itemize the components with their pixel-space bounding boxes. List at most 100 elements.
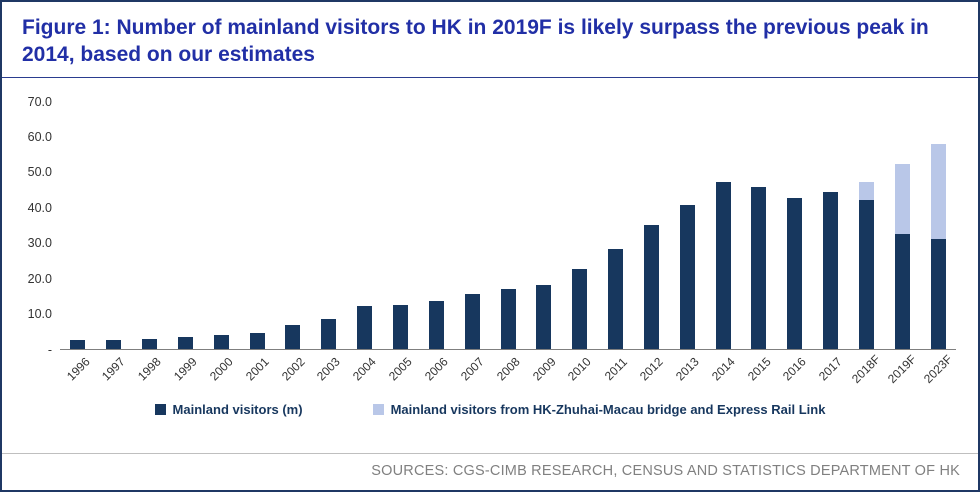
bar-segment <box>715 182 731 349</box>
bar-group <box>634 102 670 349</box>
bar-group <box>203 102 239 349</box>
bar-group <box>168 102 204 349</box>
bar-group <box>849 102 885 349</box>
y-axis: - 10.0 20.0 30.0 40.0 50.0 60.0 70.0 <box>12 95 60 357</box>
x-tick-label: 2010 <box>565 354 595 383</box>
x-tick-label: 2012 <box>637 354 666 383</box>
legend-label: Mainland visitors (m) <box>172 401 303 417</box>
x-tick-label: 2023F <box>921 351 956 386</box>
bar-group <box>239 102 275 349</box>
y-tick-label: 10.0 <box>27 307 52 322</box>
x-tick-cell: 2014 <box>705 350 741 394</box>
x-tick-cell: 1999 <box>168 350 204 394</box>
x-tick-label: 2002 <box>278 354 308 383</box>
x-tick-cell: 2007 <box>454 350 490 394</box>
x-tick-label: 2008 <box>493 354 523 383</box>
bar-group <box>598 102 634 349</box>
bar-segment <box>930 144 946 239</box>
bar-segment <box>393 304 409 349</box>
bar-segment <box>608 249 624 349</box>
x-tick-cell: 2001 <box>239 350 275 394</box>
x-tick-label: 2009 <box>529 354 559 383</box>
bar-segment <box>500 288 516 349</box>
bar-group <box>777 102 813 349</box>
x-tick-label: 2003 <box>314 354 344 383</box>
bar-group <box>96 102 132 349</box>
bar-group <box>669 102 705 349</box>
bar-group <box>383 102 419 349</box>
bar-group <box>132 102 168 349</box>
x-tick-label: 2004 <box>350 354 380 383</box>
x-tick-label: 1996 <box>63 354 93 383</box>
bar-segment <box>858 199 874 349</box>
legend-label: Mainland visitors from HK-Zhuhai-Macau b… <box>390 401 826 417</box>
bar-group <box>60 102 96 349</box>
y-tick-label: 30.0 <box>27 236 52 251</box>
x-tick-label: 2005 <box>386 354 415 383</box>
source-row: SOURCES: CGS-CIMB RESEARCH, CENSUS AND S… <box>2 453 978 490</box>
x-tick-cell: 2006 <box>418 350 454 394</box>
x-tick-label: 2018F <box>849 351 884 386</box>
x-tick-cell: 1998 <box>132 350 168 394</box>
bar-segment <box>572 268 588 349</box>
x-tick-label: 2017 <box>816 354 846 383</box>
bar-segment <box>894 233 910 349</box>
x-tick-cell: 2023F <box>920 350 956 394</box>
figure-header: Figure 1: Number of mainland visitors to… <box>2 2 978 78</box>
x-tick-cell: 2017 <box>813 350 849 394</box>
source-text: SOURCES: CGS-CIMB RESEARCH, CENSUS AND S… <box>371 463 960 479</box>
bar-group <box>275 102 311 349</box>
bar-segment <box>357 305 373 349</box>
bar-segment <box>213 334 229 349</box>
bar-segment <box>643 225 659 349</box>
x-tick-cell: 1996 <box>60 350 96 394</box>
legend: Mainland visitors (m) Mainland visitors f… <box>2 402 978 417</box>
bar-group <box>562 102 598 349</box>
x-tick-label: 2007 <box>457 354 487 383</box>
bar-segment <box>823 191 839 349</box>
bar-group <box>490 102 526 349</box>
bar-segment <box>321 318 337 349</box>
bar-segment <box>177 337 193 349</box>
x-tick-cell: 2003 <box>311 350 347 394</box>
x-tick-cell: 2004 <box>347 350 383 394</box>
x-tick-label: 1998 <box>135 354 164 383</box>
plot-area <box>60 102 956 350</box>
x-tick-label: 1999 <box>171 354 200 383</box>
x-tick-cell: 2013 <box>669 350 705 394</box>
x-tick-label: 2001 <box>242 354 272 383</box>
legend-item: Mainland visitors from HK-Zhuhai-Macau b… <box>372 401 826 417</box>
bar-segment <box>930 238 946 349</box>
x-tick-cell: 2015 <box>741 350 777 394</box>
x-tick-cell: 2012 <box>634 350 670 394</box>
bar-group <box>311 102 347 349</box>
x-tick-cell: 1997 <box>96 350 132 394</box>
x-tick-cell: 2008 <box>490 350 526 394</box>
x-tick-label: 2014 <box>708 354 738 383</box>
bar-segment <box>249 332 265 349</box>
y-tick-label: 70.0 <box>27 94 52 109</box>
legend-swatch-icon <box>372 403 384 415</box>
bar-group <box>454 102 490 349</box>
bar-segment <box>142 339 158 349</box>
x-tick-cell: 2011 <box>598 350 634 394</box>
x-tick-label: 2015 <box>744 354 774 383</box>
x-tick-label: 2000 <box>206 354 236 383</box>
legend-swatch-icon <box>154 403 166 415</box>
x-tick-label: 2006 <box>421 354 451 383</box>
bar-segment <box>106 340 122 349</box>
bar-group <box>418 102 454 349</box>
bar-group <box>347 102 383 349</box>
bar-segment <box>285 324 301 349</box>
x-tick-label: 2016 <box>780 354 810 383</box>
figure-title: Figure 1: Number of mainland visitors to… <box>22 16 929 67</box>
bar-segment <box>787 197 803 349</box>
bar-group <box>884 102 920 349</box>
x-tick-label: 2011 <box>601 354 630 383</box>
x-tick-cell: 2018F <box>849 350 885 394</box>
y-tick-label: 50.0 <box>27 165 52 180</box>
bar-group <box>920 102 956 349</box>
x-tick-cell: 2000 <box>203 350 239 394</box>
bar-segment <box>70 340 86 349</box>
bar-group <box>526 102 562 349</box>
